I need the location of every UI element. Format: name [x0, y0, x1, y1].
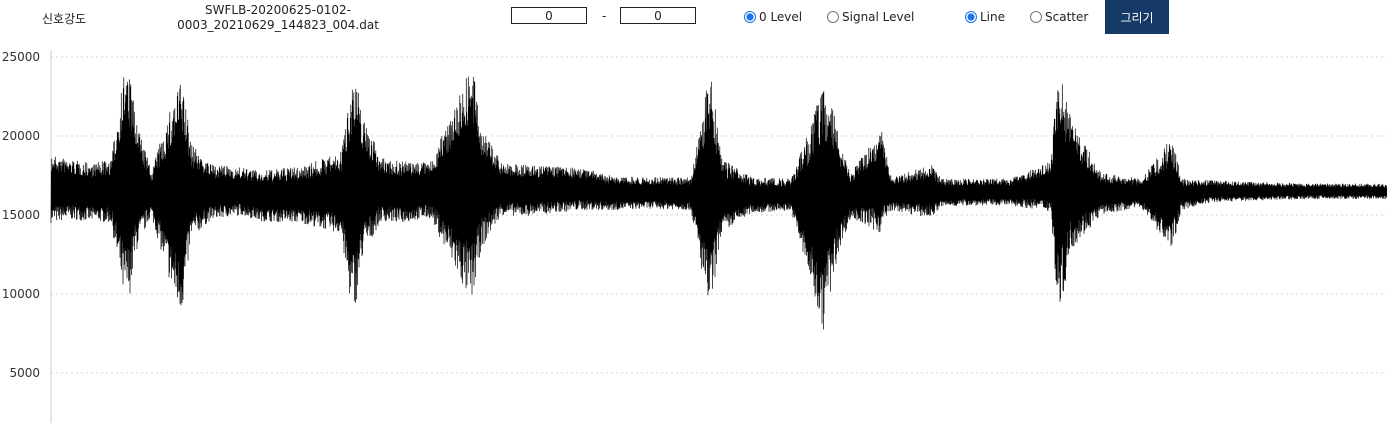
radio-line[interactable]: Line — [965, 10, 1005, 24]
radio-zero-level[interactable]: 0 Level — [744, 10, 802, 24]
toolbar: 신호강도 SWFLB-20200625-0102- 0003_20210629_… — [0, 0, 1387, 40]
file-name-line-2: 0003_20210629_144823_004.dat — [177, 18, 379, 32]
file-name-label: SWFLB-20200625-0102- 0003_20210629_14482… — [168, 3, 388, 33]
signal-chart: 5000 10000 15000 20000 25000 — [0, 40, 1387, 423]
radio-zero-level-label: 0 Level — [759, 10, 803, 24]
y-tick-label: 25000 — [2, 50, 40, 64]
chart-title-label: 신호강도 — [42, 12, 87, 26]
radio-scatter-label: Scatter — [1045, 10, 1089, 24]
radio-scatter-input[interactable] — [1030, 11, 1042, 23]
radio-signal-level[interactable]: Signal Level — [827, 10, 914, 24]
range-end-input[interactable] — [620, 7, 696, 24]
radio-line-input[interactable] — [965, 11, 977, 23]
radio-line-label: Line — [980, 10, 1006, 24]
y-tick-label: 10000 — [2, 287, 40, 301]
signal-chart-svg: 5000 10000 15000 20000 25000 — [2, 50, 1387, 423]
signal-series-line — [50, 76, 1387, 330]
range-separator: - — [602, 9, 607, 23]
y-tick-label: 5000 — [9, 366, 40, 380]
radio-signal-level-input[interactable] — [827, 11, 839, 23]
y-tick-label: 20000 — [2, 129, 40, 143]
file-name-line-1: SWFLB-20200625-0102- — [205, 3, 351, 17]
y-tick-label: 15000 — [2, 208, 40, 222]
range-start-input[interactable] — [511, 7, 587, 24]
axis-layer: 5000 10000 15000 20000 25000 — [2, 50, 52, 423]
radio-zero-level-input[interactable] — [744, 11, 756, 23]
signal-layer — [50, 76, 1387, 330]
draw-button[interactable]: 그리기 — [1105, 0, 1169, 34]
radio-scatter[interactable]: Scatter — [1030, 10, 1088, 24]
radio-signal-level-label: Signal Level — [842, 10, 915, 24]
